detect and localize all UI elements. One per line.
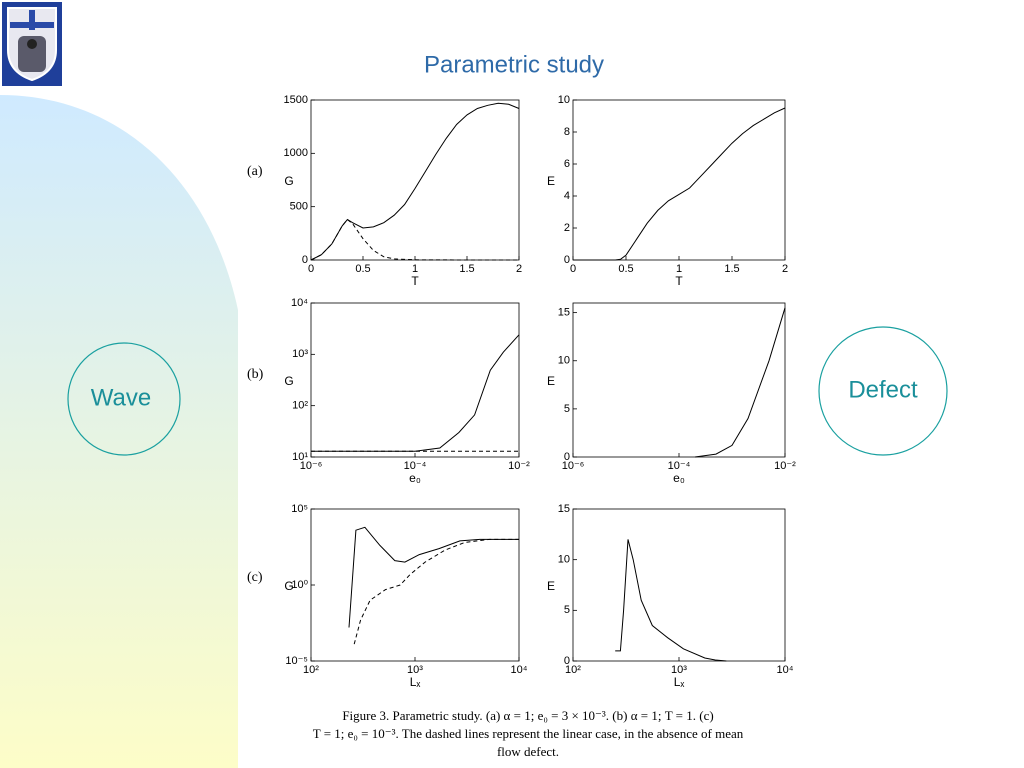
y-tick-label: 8 xyxy=(564,126,570,138)
plot-frame xyxy=(572,302,786,458)
plot-frame xyxy=(572,508,786,662)
x-tick-label: 10⁻² xyxy=(508,460,530,472)
y-tick-label: 10¹ xyxy=(292,451,308,463)
y-tick-label: 1500 xyxy=(284,94,308,106)
x-tick-label: 10⁻⁶ xyxy=(562,460,585,472)
x-axis-label: Lₓ xyxy=(674,675,685,689)
y-tick-label: 10⁰ xyxy=(291,579,308,591)
x-axis-label: Lₓ xyxy=(410,675,421,689)
y-tick-label: 10 xyxy=(558,554,570,566)
x-tick-label: 10² xyxy=(303,664,319,676)
data-line xyxy=(310,218,519,261)
defect-circle xyxy=(818,326,948,456)
data-line xyxy=(694,307,786,458)
caption: T = 1; e₀ = 10⁻³. The dashed lines repre… xyxy=(313,726,744,741)
y-axis-label: G xyxy=(284,174,293,188)
y-axis-label: G xyxy=(284,579,293,593)
x-tick-label: 1 xyxy=(676,263,682,275)
y-tick-label: 5 xyxy=(564,403,570,415)
caption: Figure 3. Parametric study. (a) α = 1; e… xyxy=(342,708,713,723)
wave-label: Wave xyxy=(91,384,151,411)
x-tick-label: 1.5 xyxy=(724,263,739,275)
x-tick-label: 10² xyxy=(565,664,581,676)
y-tick-label: 10³ xyxy=(292,348,308,360)
panel-label: (b) xyxy=(247,367,264,382)
x-tick-label: 10³ xyxy=(671,664,687,676)
data-line xyxy=(615,539,727,662)
logo xyxy=(2,2,62,86)
caption: flow defect. xyxy=(497,744,559,759)
data-line xyxy=(573,107,786,261)
y-axis-label: G xyxy=(284,374,293,388)
y-tick-label: 0 xyxy=(564,451,570,463)
y-tick-label: 2 xyxy=(564,222,570,234)
x-axis-label: T xyxy=(675,274,683,288)
x-axis-label: T xyxy=(411,274,419,288)
y-tick-label: 500 xyxy=(290,201,308,213)
x-tick-label: 0 xyxy=(308,263,314,275)
data-line xyxy=(348,526,519,628)
y-tick-label: 5 xyxy=(564,604,570,616)
y-axis-label: E xyxy=(547,579,555,593)
y-tick-label: 6 xyxy=(564,158,570,170)
x-tick-label: 1 xyxy=(412,263,418,275)
plot-frame xyxy=(310,99,520,261)
slide-title: Parametric study xyxy=(424,51,604,78)
x-tick-label: 10⁴ xyxy=(511,664,528,676)
panel-label: (a) xyxy=(247,164,263,179)
x-tick-label: 10⁻⁴ xyxy=(404,460,427,472)
plot-frame xyxy=(310,508,520,662)
y-tick-label: 0 xyxy=(564,254,570,266)
x-tick-label: 10³ xyxy=(407,664,423,676)
y-axis-label: E xyxy=(547,374,555,388)
wave-circle xyxy=(67,342,181,456)
x-tick-label: 10⁻² xyxy=(774,460,796,472)
panel-label: (c) xyxy=(247,570,263,585)
y-axis-label: E xyxy=(547,174,555,188)
y-tick-label: 10⁴ xyxy=(291,297,308,309)
y-tick-label: 0 xyxy=(564,655,570,667)
x-tick-label: 0.5 xyxy=(355,263,370,275)
x-tick-label: 0.5 xyxy=(618,263,633,275)
x-tick-label: 2 xyxy=(782,263,788,275)
defect-label: Defect xyxy=(848,376,918,403)
x-axis-label: e₀ xyxy=(673,471,685,485)
side-panel xyxy=(0,95,238,768)
y-tick-label: 10² xyxy=(292,400,308,412)
y-tick-label: 10 xyxy=(558,94,570,106)
data-line xyxy=(311,334,520,452)
x-axis-label: e₀ xyxy=(409,471,421,485)
y-tick-label: 15 xyxy=(558,307,570,319)
y-tick-label: 1000 xyxy=(284,147,308,159)
x-tick-label: 10⁴ xyxy=(777,664,794,676)
plot-frame xyxy=(572,99,786,261)
x-tick-label: 0 xyxy=(570,263,576,275)
y-tick-label: 15 xyxy=(558,503,570,515)
y-tick-label: 4 xyxy=(564,190,570,202)
y-tick-label: 10 xyxy=(558,355,570,367)
x-tick-label: 1.5 xyxy=(459,263,474,275)
x-tick-label: 2 xyxy=(516,263,522,275)
y-tick-label: 0 xyxy=(302,254,308,266)
plot-frame xyxy=(310,302,520,458)
x-tick-label: 10⁻⁴ xyxy=(668,460,691,472)
x-tick-label: 10⁻⁶ xyxy=(300,460,323,472)
y-tick-label: 10⁵ xyxy=(291,503,308,515)
y-tick-label: 10⁻⁵ xyxy=(285,655,308,667)
